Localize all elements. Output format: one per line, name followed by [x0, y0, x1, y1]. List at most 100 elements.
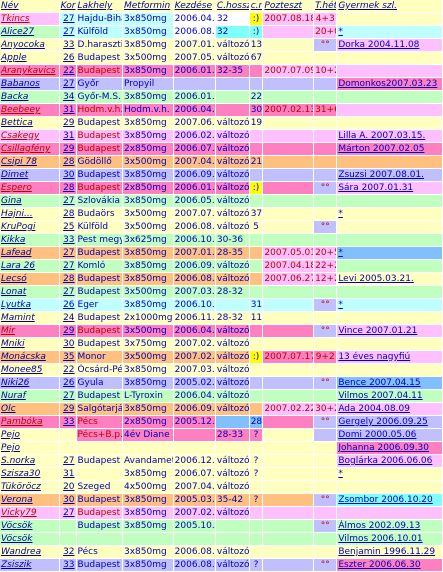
member-name[interactable]: Nuraf: [0, 389, 60, 403]
member-name[interactable]: KruPogi: [0, 220, 60, 234]
member-name[interactable]: Kikka: [0, 233, 60, 247]
member-cn: :): [249, 181, 264, 195]
member-name[interactable]: Gina: [0, 194, 60, 208]
member-name[interactable]: Vicky79: [0, 506, 60, 520]
member-start-date: 2006.04...: [173, 324, 216, 338]
member-age: 31: [59, 467, 77, 481]
member-metformin: 3x500mg: [122, 155, 174, 169]
member-age: 35: [59, 350, 77, 364]
member-metformin: 3x850mg: [122, 272, 174, 286]
member-name[interactable]: Pejo: [0, 441, 60, 455]
member-name[interactable]: Csipi 78: [0, 155, 60, 169]
col-week-header[interactable]: T.hét: [313, 0, 338, 13]
member-age: [59, 532, 77, 546]
col-city-header[interactable]: Lakhely: [76, 0, 123, 13]
member-name[interactable]: Mniki: [0, 337, 60, 351]
col-child-header[interactable]: Gyermek szl.: [336, 0, 443, 13]
member-city: Budapest: [76, 454, 123, 468]
member-week: °°: [313, 376, 338, 390]
member-name[interactable]: Lonat: [0, 285, 60, 299]
member-cn: [249, 480, 264, 494]
col-cn-header[interactable]: c.n.: [249, 0, 264, 13]
member-name[interactable]: Lafead: [0, 246, 60, 260]
member-start-date: 2005.03.26: [173, 493, 216, 507]
member-name[interactable]: Lyutka: [0, 298, 60, 312]
member-cycle-length: változó: [215, 116, 250, 130]
member-name[interactable]: Bettica: [0, 116, 60, 130]
member-age: 25: [59, 220, 77, 234]
member-name[interactable]: Lara 26: [0, 259, 60, 273]
member-week: °°: [313, 181, 338, 195]
member-age: 29: [59, 142, 77, 156]
member-name[interactable]: Vöcsök: [0, 519, 60, 533]
table-row: Csipi 7828Gödöllő3x500mg2007.04.13változ…: [0, 155, 443, 169]
member-name[interactable]: Csillagfény: [0, 142, 60, 156]
member-name[interactable]: Verona: [0, 493, 60, 507]
member-pozteszt: [262, 532, 315, 546]
member-metformin: 3x500mg: [122, 220, 174, 234]
member-name[interactable]: Aranykavics: [0, 64, 60, 78]
member-city: Budapest: [76, 246, 123, 260]
member-name[interactable]: Pambóka: [0, 415, 60, 429]
member-name[interactable]: Babanos: [0, 77, 60, 91]
member-name[interactable]: Backa: [0, 90, 60, 104]
member-name[interactable]: Olc: [0, 402, 60, 416]
member-start-date: 2006.08...: [173, 25, 216, 39]
member-start-date: 2007.02.23: [173, 337, 216, 351]
member-name[interactable]: Pejo: [0, 428, 60, 442]
member-pozteszt: [262, 558, 315, 572]
member-name[interactable]: Tkincs: [0, 12, 60, 26]
member-child: Benjamin 1996.11.29: [336, 545, 443, 559]
table-row: Beebeey31Hodm.v.h.Hodm.v.h.2006.04.28302…: [0, 103, 443, 117]
member-city: Budapest: [76, 389, 123, 403]
member-week: 30+2: [313, 402, 338, 416]
member-name[interactable]: Beebeey: [0, 103, 60, 117]
member-name[interactable]: Tüköröcz: [0, 480, 60, 494]
member-name[interactable]: Szisza30: [0, 467, 60, 481]
member-name[interactable]: Zsiszik: [0, 558, 60, 572]
table-row: Olc29Salgótarján3x850mg2006.09...változó…: [0, 402, 443, 416]
member-pozteszt: [262, 220, 315, 234]
member-week: [313, 155, 338, 169]
member-cycle-length: 28-32: [215, 311, 250, 325]
member-pozteszt: [262, 454, 315, 468]
col-name-header[interactable]: Név: [0, 0, 60, 13]
member-metformin: 3x850mg: [122, 545, 174, 559]
member-name[interactable]: Lecsó: [0, 272, 60, 286]
member-name[interactable]: Apple: [0, 51, 60, 65]
member-cn: [249, 545, 264, 559]
member-child: Vilmos 2006.10.01: [336, 532, 443, 546]
col-start-header[interactable]: Kezdése: [173, 0, 216, 13]
member-child: [336, 116, 443, 130]
member-cn: :): [249, 12, 264, 26]
member-pozteszt: [262, 415, 315, 429]
member-child: Levi 2005.03.21.: [336, 272, 443, 286]
member-metformin: 3x500mg: [122, 285, 174, 299]
member-pozteszt: [262, 311, 315, 325]
col-pozteszt-header[interactable]: Pozteszt: [262, 0, 315, 13]
member-city: Salgótarján: [76, 402, 123, 416]
member-name[interactable]: Mir: [0, 324, 60, 338]
member-name[interactable]: Dimet: [0, 168, 60, 182]
member-name[interactable]: Vöcsök: [0, 532, 60, 546]
col-metformin-header[interactable]: Metformin: [122, 0, 174, 13]
member-name[interactable]: Wandrea: [0, 545, 60, 559]
col-age-header[interactable]: Kor: [59, 0, 77, 13]
member-name[interactable]: Monee85: [0, 363, 60, 377]
member-name[interactable]: Hajni...: [0, 207, 60, 221]
member-name[interactable]: Anyocoka: [0, 38, 60, 52]
member-name[interactable]: Csakegy: [0, 129, 60, 143]
member-name[interactable]: S.norka: [0, 454, 60, 468]
member-name[interactable]: Niki26: [0, 376, 60, 390]
table-row: Espero28Budapest2x850mg2006.01.30változó…: [0, 181, 443, 195]
member-name[interactable]: Alice27: [0, 25, 60, 39]
member-name[interactable]: Mamint: [0, 311, 60, 325]
member-name[interactable]: Monácska: [0, 350, 60, 364]
member-week: [313, 363, 338, 377]
col-cycle-header[interactable]: C.hossz: [215, 0, 250, 13]
member-week: [313, 545, 338, 559]
member-name[interactable]: Espero: [0, 181, 60, 195]
